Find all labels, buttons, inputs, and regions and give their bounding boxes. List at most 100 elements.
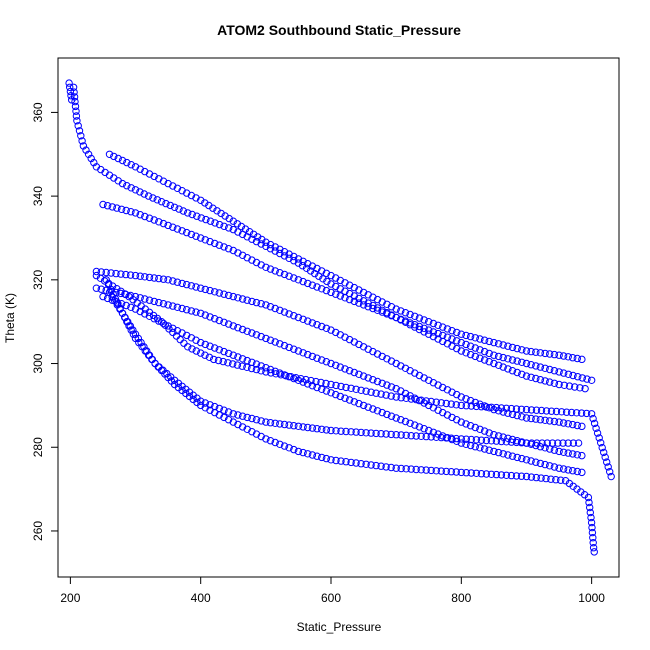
data-point: [257, 417, 265, 425]
data-point: [467, 469, 475, 477]
data-point: [176, 335, 184, 344]
data-point: [448, 327, 456, 335]
data-point: [197, 397, 205, 405]
data-point: [578, 468, 586, 477]
data-point: [302, 264, 311, 272]
data-point: [122, 206, 130, 215]
data-point: [546, 462, 554, 470]
data-point: [304, 450, 312, 458]
data-point: [266, 437, 275, 445]
data-point: [249, 230, 258, 239]
data-point: [280, 420, 289, 429]
data-point: [332, 274, 340, 282]
data-point: [159, 275, 168, 283]
data-point: [318, 356, 326, 364]
data-point: [276, 340, 284, 348]
data-point: [453, 390, 461, 399]
data-point: [323, 277, 331, 286]
x-tick-label: 200: [60, 591, 80, 605]
data-point: [180, 339, 188, 347]
data-point: [564, 370, 573, 378]
data-point: [308, 424, 317, 432]
data-point: [552, 476, 560, 484]
data-point: [248, 428, 256, 436]
data-point: [243, 327, 251, 335]
data-point: [201, 236, 210, 244]
data-point: [538, 439, 546, 447]
data-point: [383, 381, 391, 389]
data-point: [285, 421, 293, 429]
data-point: [144, 192, 153, 200]
data-point: [537, 474, 545, 482]
data-point: [285, 272, 293, 280]
data-point: [238, 230, 247, 239]
data-point: [141, 212, 149, 221]
data-point: [197, 349, 205, 357]
data-point: [504, 451, 512, 459]
data-point: [422, 432, 430, 441]
data-point: [126, 271, 135, 279]
data-point: [555, 368, 563, 376]
x-axis: 200 400 600 800 1000: [60, 576, 605, 605]
data-point: [574, 373, 582, 381]
data-point: [170, 203, 179, 212]
data-point: [513, 368, 521, 377]
data-point: [262, 368, 270, 376]
data-point: [322, 324, 331, 332]
data-point: [569, 467, 577, 475]
data-point: [322, 358, 331, 366]
y-tick-label: 300: [31, 353, 45, 373]
data-point: [304, 317, 312, 325]
data-point: [234, 353, 242, 361]
data-point: [480, 336, 489, 344]
data-point: [178, 187, 186, 195]
data-point: [359, 301, 368, 309]
data-point: [211, 315, 219, 323]
data-point: [359, 343, 368, 351]
data-point: [155, 298, 163, 307]
data-point: [122, 301, 130, 310]
data-point: [188, 210, 196, 219]
data-point: [457, 401, 465, 410]
data-point: [290, 345, 298, 353]
data-point: [577, 409, 586, 417]
data-point: [237, 222, 246, 231]
data-point: [282, 372, 290, 380]
data-point: [175, 205, 183, 213]
data-point: [359, 401, 368, 410]
data-point: [387, 463, 395, 472]
data-point: [350, 297, 358, 306]
data-point: [169, 277, 177, 285]
y-tick-label: 340: [31, 186, 45, 206]
data-point: [555, 380, 563, 389]
data-point: [150, 274, 158, 282]
data-point: [336, 392, 344, 401]
data-point: [578, 422, 586, 431]
data-point: [471, 334, 479, 342]
data-point: [322, 426, 331, 434]
data-point: [462, 349, 470, 357]
data-point: [359, 297, 368, 305]
data-point: [271, 243, 279, 251]
data-point: [272, 370, 280, 378]
data-point: [336, 363, 344, 371]
data-point: [72, 112, 81, 120]
data-point: [66, 83, 74, 92]
data-point: [573, 467, 581, 476]
data-point: [422, 466, 430, 474]
data-point: [492, 437, 501, 445]
data-point: [522, 456, 531, 464]
data-point: [550, 446, 559, 454]
data-point: [555, 447, 563, 456]
data-point: [206, 286, 214, 295]
data-point: [564, 466, 572, 474]
data-point: [401, 317, 410, 325]
data-point: [411, 321, 419, 329]
data-point: [590, 548, 598, 556]
data-point: [359, 372, 368, 380]
data-point: [197, 338, 205, 347]
data-point: [536, 349, 545, 357]
data-point: [420, 324, 428, 332]
data-point: [397, 307, 405, 315]
data-point: [229, 225, 238, 234]
